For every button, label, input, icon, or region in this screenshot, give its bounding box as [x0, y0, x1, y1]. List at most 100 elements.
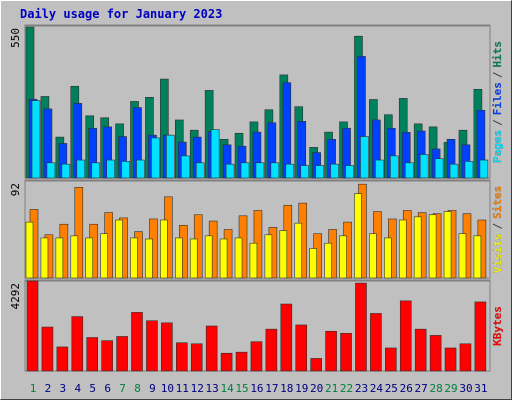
x-tick-label: 15: [235, 382, 248, 395]
bar: [324, 242, 332, 279]
bar: [234, 237, 243, 279]
bar: [399, 300, 412, 372]
bar: [235, 351, 248, 372]
bar: [458, 233, 467, 279]
x-tick-label: 4: [74, 382, 81, 395]
bar: [100, 233, 108, 279]
bar: [390, 155, 399, 179]
bar: [175, 237, 183, 279]
x-tick-label: 21: [325, 382, 338, 395]
bar: [345, 165, 354, 179]
bar: [249, 242, 258, 279]
legend-entry: Hits: [491, 41, 504, 68]
legend-entry: Visits: [491, 234, 504, 274]
bar: [330, 163, 339, 179]
bar: [369, 233, 377, 279]
bar: [285, 163, 295, 179]
bar: [414, 328, 427, 372]
bar: [255, 162, 265, 179]
x-tick-label: 17: [265, 382, 278, 395]
bar: [25, 221, 34, 279]
bar: [398, 219, 407, 279]
bar: [404, 162, 414, 179]
bar: [31, 100, 41, 179]
bar: [225, 163, 235, 179]
bar: [76, 159, 86, 179]
bar: [26, 280, 39, 372]
x-tick-label: 10: [161, 382, 174, 395]
bar: [61, 163, 71, 179]
bar: [428, 214, 437, 279]
bar: [264, 234, 273, 279]
x-tick-label: 7: [119, 382, 126, 395]
legend-separator: /: [491, 119, 504, 126]
x-tick-label: 22: [340, 382, 353, 395]
x-tick-label: 23: [355, 382, 368, 395]
x-tick-label: 5: [89, 382, 96, 395]
bar: [121, 161, 130, 179]
bar: [146, 320, 158, 372]
x-tick-label: 12: [191, 382, 204, 395]
x-tick-label: 28: [429, 382, 442, 395]
bar: [474, 301, 487, 372]
bar: [166, 134, 175, 179]
bar: [473, 235, 482, 279]
legend-separator: /: [491, 223, 504, 230]
x-tick-label: 9: [149, 382, 156, 395]
bar: [434, 158, 444, 179]
x-tick-label: 25: [385, 382, 398, 395]
x-tick-label: 2: [45, 382, 52, 395]
x-tick-label: 14: [220, 382, 234, 395]
chart-title: Daily usage for January 2023: [20, 7, 222, 21]
legend-entry: Sites: [491, 186, 504, 219]
bar: [240, 162, 250, 179]
x-tick-label: 29: [444, 382, 457, 395]
bar: [300, 165, 310, 179]
legend-entry: Pages: [491, 130, 504, 163]
bar: [360, 136, 369, 179]
bar: [205, 325, 218, 372]
x-tick-label: 16: [250, 382, 263, 395]
bar: [91, 162, 101, 179]
bar: [265, 328, 278, 372]
bar: [419, 154, 429, 179]
bar: [315, 165, 324, 179]
x-tick-label: 11: [176, 382, 189, 395]
x-tick-label: 13: [206, 382, 219, 395]
bar: [46, 162, 56, 179]
x-tick-label: 30: [459, 382, 472, 395]
bar: [370, 313, 382, 372]
bar: [204, 235, 213, 279]
bar: [220, 352, 233, 372]
bar: [444, 347, 457, 372]
y-tick-label: 550: [9, 28, 22, 48]
bar: [413, 216, 422, 279]
bar: [145, 238, 153, 279]
x-tick-label: 3: [60, 382, 67, 395]
bar: [106, 159, 115, 179]
x-tick-label: 20: [310, 382, 323, 395]
bar: [219, 238, 228, 279]
legend: Visits / Sites: [491, 186, 504, 274]
bar: [55, 237, 64, 279]
bar: [339, 235, 347, 279]
bar: [85, 237, 94, 279]
bar: [309, 248, 317, 279]
bar: [210, 129, 220, 179]
bar: [310, 358, 322, 372]
bar: [282, 82, 292, 179]
bar: [86, 337, 99, 372]
bar: [340, 333, 352, 372]
bar: [279, 230, 288, 279]
bar: [459, 343, 472, 372]
x-tick-label: 19: [295, 382, 308, 395]
bar: [136, 159, 145, 179]
x-tick-label: 18: [280, 382, 293, 395]
bar: [354, 193, 362, 279]
legend-entry: Files: [491, 82, 504, 115]
bar: [130, 237, 138, 279]
legend: KBytes: [491, 306, 504, 346]
bar: [250, 341, 263, 372]
bar: [115, 219, 123, 279]
